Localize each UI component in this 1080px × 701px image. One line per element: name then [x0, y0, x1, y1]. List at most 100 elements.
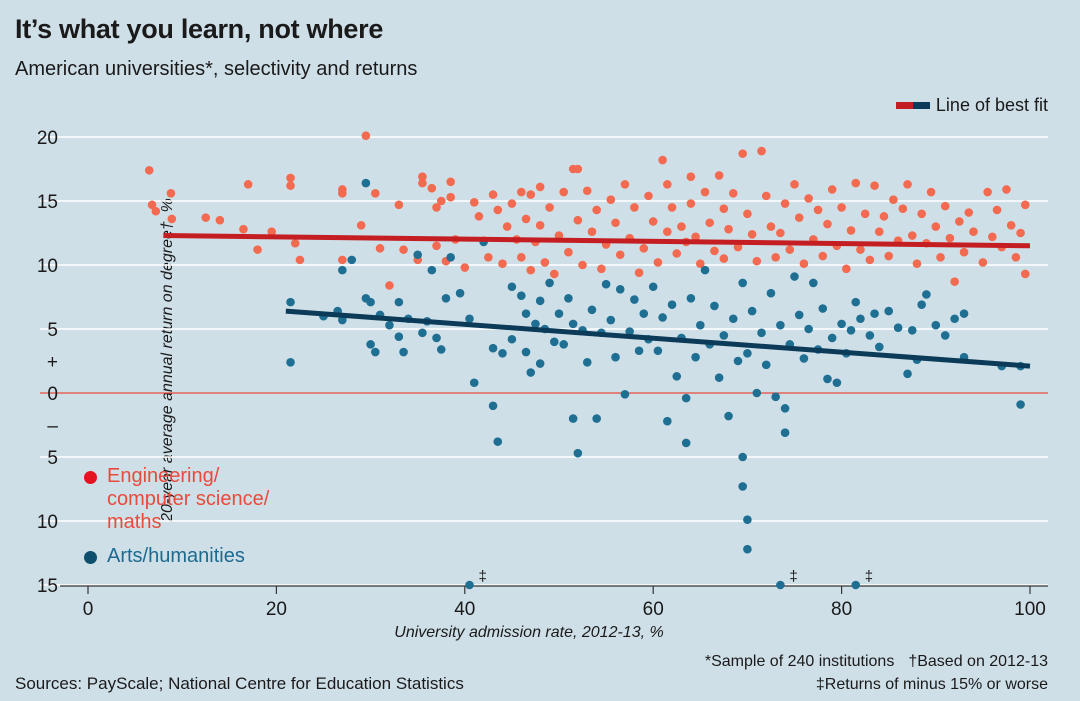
arts-point: [823, 375, 832, 384]
arts-point: [588, 306, 597, 315]
engineering-point: [663, 227, 672, 236]
outlier-point: [776, 581, 785, 590]
engineering-point: [701, 188, 710, 197]
arts-point: [366, 340, 375, 349]
arts-point: [762, 361, 771, 370]
arts-point: [616, 285, 625, 294]
engineering-point: [771, 253, 780, 262]
arts-point: [818, 304, 827, 313]
engineering-point: [503, 222, 512, 231]
arts-point: [903, 370, 912, 379]
engineering-point: [616, 250, 625, 259]
note-sample: *Sample of 240 institutions: [705, 653, 894, 670]
arts-point: [804, 325, 813, 334]
arts-point: [654, 346, 663, 355]
engineering-point: [152, 207, 161, 216]
engineering-point: [167, 189, 176, 198]
engineering-point: [969, 227, 978, 236]
x-tick-label: 80: [831, 599, 852, 620]
arts-point: [395, 298, 404, 307]
engineering-point: [748, 230, 757, 239]
y-tick-label: 20: [37, 128, 58, 149]
arts-point: [607, 316, 616, 325]
engineering-point: [536, 183, 545, 192]
engineering-point: [639, 244, 648, 253]
arts-point: [522, 348, 531, 357]
engineering-point: [428, 184, 437, 193]
engineering-point: [757, 147, 766, 156]
engineering-point: [946, 234, 955, 243]
y-tick-label: 10: [37, 512, 58, 533]
arts-point: [738, 453, 747, 462]
engineering-point: [216, 216, 225, 225]
engineering-point: [936, 253, 945, 262]
arts-point: [569, 320, 578, 329]
engineering-point: [564, 248, 573, 257]
engineering-point: [597, 265, 606, 274]
arts-point: [385, 321, 394, 330]
arts-point: [960, 309, 969, 318]
engineering-point: [536, 221, 545, 230]
arts-point: [602, 280, 611, 289]
engineering-point: [286, 181, 295, 190]
arts-dot-icon: [84, 551, 97, 564]
arts-point: [828, 334, 837, 343]
engineering-point: [1021, 270, 1030, 279]
engineering-point: [376, 244, 385, 253]
note-returns: ‡Returns of minus 15% or worse: [816, 676, 1048, 693]
arts-point: [884, 307, 893, 316]
arts-point: [753, 389, 762, 398]
arts-point: [668, 300, 677, 309]
arts-point: [724, 412, 733, 421]
engineering-point: [168, 215, 177, 224]
arts-point: [522, 309, 531, 318]
y-tick-label: +: [47, 352, 58, 373]
engineering-point: [611, 218, 620, 227]
arts-point: [545, 279, 554, 288]
engineering-point: [950, 277, 959, 286]
engineering-point: [574, 165, 583, 174]
arts-point: [687, 294, 696, 303]
x-axis-label: University admission rate, 2012-13, %: [394, 624, 663, 641]
engineering-point: [357, 221, 366, 230]
engineering-point: [828, 185, 837, 194]
engineering-point: [983, 188, 992, 197]
engineering-point: [201, 213, 210, 222]
engineering-point: [993, 206, 1002, 215]
outlier-point: [465, 581, 474, 590]
engineering-point: [522, 215, 531, 224]
arts-point: [536, 297, 545, 306]
engineering-point: [559, 188, 568, 197]
arts-point: [428, 266, 437, 275]
scatter-plot: 2015105+0–510150 20 40 60 80 100University ad…: [0, 0, 1080, 701]
arts-point: [413, 250, 422, 259]
arts-point: [526, 368, 535, 377]
engineering-point: [870, 181, 879, 190]
engineering-point: [738, 149, 747, 158]
engineering-point: [729, 189, 738, 198]
arts-point: [418, 329, 427, 338]
y-tick-label: 0: [47, 384, 58, 405]
engineering-point: [145, 166, 154, 175]
outlier-mark: ‡: [789, 568, 797, 585]
arts-point: [917, 300, 926, 309]
arts-point: [790, 272, 799, 281]
legend-arts: Arts/humanities: [84, 545, 245, 568]
arts-point: [851, 298, 860, 307]
engineering-point: [672, 249, 681, 258]
engineering-point: [498, 259, 507, 268]
arts-point: [639, 309, 648, 318]
engineering-point: [338, 189, 347, 198]
arts-point: [621, 390, 630, 399]
arts-point: [508, 335, 517, 344]
engineering-point: [239, 225, 248, 234]
arts-point: [833, 378, 842, 387]
engineering-point: [908, 231, 917, 240]
engineering-point: [526, 190, 535, 199]
legend-engineering-label: Engineering/ computer science/ maths: [107, 465, 269, 534]
arts-point: [771, 393, 780, 402]
engineering-point: [785, 245, 794, 254]
engineering-point: [446, 178, 455, 187]
engineering-point: [880, 212, 889, 221]
arts-point: [738, 279, 747, 288]
